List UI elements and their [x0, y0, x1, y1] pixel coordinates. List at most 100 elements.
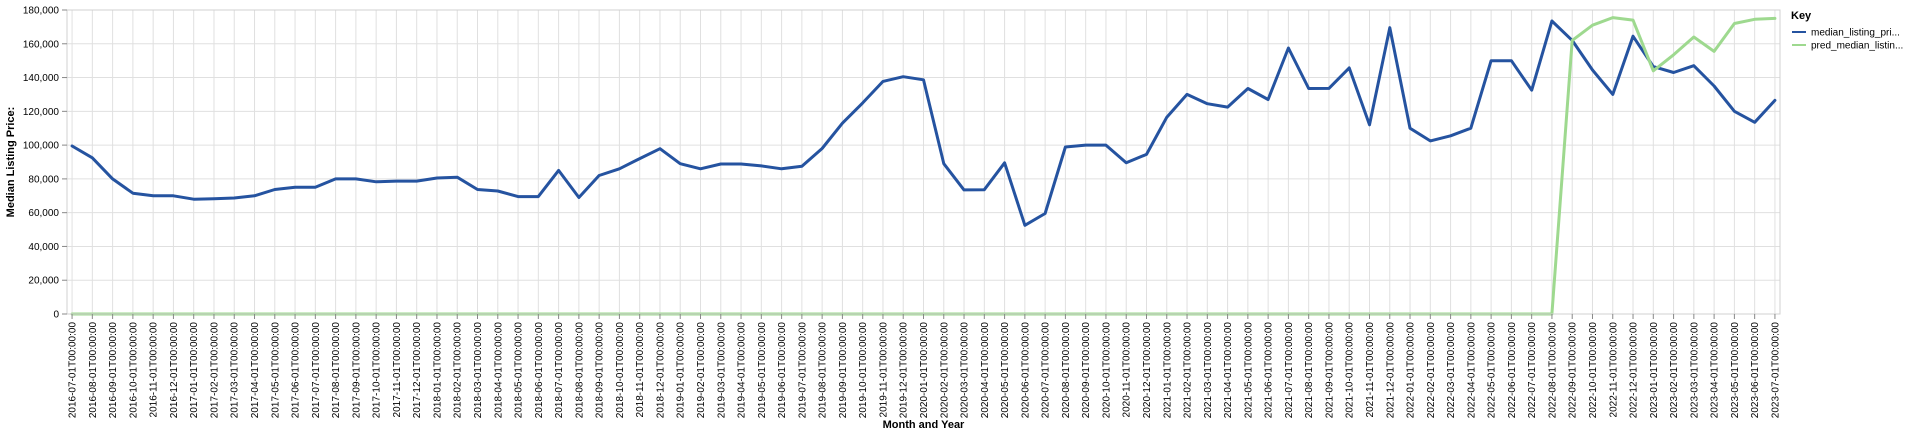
x-tick-label: 2021-03-01T00:00:00	[1203, 322, 1214, 419]
x-tick-label: 2017-01-01T00:00:00	[189, 322, 200, 419]
x-tick-label: 2018-11-01T00:00:00	[635, 322, 646, 418]
x-tick-label: 2022-08-01T00:00:00	[1547, 322, 1558, 419]
x-tick-label: 2018-04-01T00:00:00	[493, 322, 504, 419]
x-tick-label: 2018-06-01T00:00:00	[534, 322, 545, 419]
y-tick-label: 0	[53, 310, 59, 321]
x-tick-label: 2021-09-01T00:00:00	[1324, 322, 1335, 419]
x-tick-label: 2022-09-01T00:00:00	[1568, 322, 1579, 419]
y-tick-label: 180,000	[23, 6, 60, 17]
x-tick-label: 2022-06-01T00:00:00	[1507, 322, 1518, 419]
x-tick-label: 2017-08-01T00:00:00	[331, 322, 342, 419]
x-tick-label: 2017-05-01T00:00:00	[270, 322, 281, 419]
x-tick-label: 2017-04-01T00:00:00	[250, 322, 261, 419]
x-tick-label: 2023-04-01T00:00:00	[1710, 322, 1721, 419]
y-axis-ticks: 0 20,000 40,000 60,000 80,000 100,000 120,000 1…	[23, 6, 67, 321]
x-tick-label: 2023-06-01T00:00:00	[1750, 322, 1761, 419]
x-tick-label: 2021-07-01T00:00:00	[1284, 322, 1295, 419]
x-tick-label: 2019-02-01T00:00:00	[696, 322, 707, 419]
x-tick-label: 2020-06-01T00:00:00	[1020, 322, 1031, 419]
x-tick-label: 2020-04-01T00:00:00	[980, 322, 991, 419]
x-tick-label: 2019-12-01T00:00:00	[899, 322, 910, 419]
x-tick-label: 2023-02-01T00:00:00	[1669, 322, 1680, 419]
x-tick-label: 2018-07-01T00:00:00	[554, 322, 565, 419]
x-tick-label: 2020-10-01T00:00:00	[1101, 322, 1112, 419]
x-tick-label: 2019-04-01T00:00:00	[737, 322, 748, 419]
x-tick-label: 2016-11-01T00:00:00	[149, 322, 160, 418]
x-tick-label: 2019-11-01T00:00:00	[878, 322, 889, 418]
x-tick-label: 2016-09-01T00:00:00	[108, 322, 119, 419]
y-tick-label: 60,000	[28, 208, 59, 219]
x-tick-label: 2021-12-01T00:00:00	[1385, 322, 1396, 419]
x-tick-label: 2018-05-01T00:00:00	[514, 322, 525, 419]
series-line-0	[70, 19, 1777, 227]
legend-label: pred_median_listin...	[1811, 41, 1903, 52]
x-tick-label: 2018-09-01T00:00:00	[595, 322, 606, 419]
x-axis-ticks: 2016-07-01T00:00:00 2016-08-01T00:00:00 20…	[68, 314, 1781, 419]
x-tick-label: 2023-03-01T00:00:00	[1689, 322, 1700, 419]
y-tick-label: 40,000	[28, 242, 59, 253]
x-tick-label: 2020-02-01T00:00:00	[939, 322, 950, 419]
x-tick-label: 2016-10-01T00:00:00	[128, 322, 139, 419]
x-tick-label: 2017-12-01T00:00:00	[412, 322, 423, 419]
x-tick-label: 2021-04-01T00:00:00	[1223, 322, 1234, 419]
x-tick-label: 2023-05-01T00:00:00	[1730, 322, 1741, 419]
x-tick-label: 2017-10-01T00:00:00	[372, 322, 383, 419]
x-tick-label: 2018-12-01T00:00:00	[655, 322, 666, 419]
x-tick-label: 2020-03-01T00:00:00	[960, 322, 971, 419]
x-tick-label: 2022-04-01T00:00:00	[1466, 322, 1477, 419]
y-axis-title: Median Listing Price:	[5, 107, 17, 218]
x-tick-label: 2019-05-01T00:00:00	[757, 322, 768, 419]
x-tick-label: 2023-01-01T00:00:00	[1649, 322, 1660, 419]
legend-items: median_listing_pri... pred_median_listin.…	[1792, 28, 1903, 52]
x-tick-label: 2017-09-01T00:00:00	[351, 322, 362, 419]
x-tick-label: 2019-08-01T00:00:00	[818, 322, 829, 419]
x-tick-label: 2021-02-01T00:00:00	[1183, 322, 1194, 419]
x-tick-label: 2022-01-01T00:00:00	[1406, 322, 1417, 419]
x-tick-label: 2017-07-01T00:00:00	[311, 322, 322, 419]
x-tick-label: 2020-09-01T00:00:00	[1081, 322, 1092, 419]
x-tick-label: 2022-11-01T00:00:00	[1608, 322, 1619, 418]
x-tick-label: 2016-12-01T00:00:00	[169, 322, 180, 419]
x-tick-label: 2022-03-01T00:00:00	[1446, 322, 1457, 419]
x-tick-label: 2019-09-01T00:00:00	[838, 322, 849, 419]
x-tick-label: 2016-08-01T00:00:00	[88, 322, 99, 419]
x-tick-label: 2018-08-01T00:00:00	[574, 322, 585, 419]
x-tick-label: 2021-08-01T00:00:00	[1304, 322, 1315, 419]
x-tick-label: 2018-10-01T00:00:00	[615, 322, 626, 419]
x-tick-label: 2017-11-01T00:00:00	[392, 322, 403, 418]
x-tick-label: 2021-10-01T00:00:00	[1345, 322, 1356, 419]
x-tick-label: 2019-06-01T00:00:00	[777, 322, 788, 419]
x-tick-label: 2022-07-01T00:00:00	[1527, 322, 1538, 419]
x-tick-label: 2021-05-01T00:00:00	[1243, 322, 1254, 419]
y-tick-label: 100,000	[23, 141, 60, 152]
x-tick-label: 2018-03-01T00:00:00	[473, 322, 484, 419]
x-axis-title: Month and Year	[883, 419, 965, 431]
x-tick-label: 2017-06-01T00:00:00	[291, 322, 302, 419]
x-tick-label: 2017-03-01T00:00:00	[230, 322, 241, 419]
y-tick-label: 160,000	[23, 39, 60, 50]
x-tick-label: 2021-01-01T00:00:00	[1162, 322, 1173, 419]
x-tick-label: 2020-11-01T00:00:00	[1122, 322, 1133, 418]
x-tick-label: 2019-07-01T00:00:00	[797, 322, 808, 419]
x-tick-label: 2021-06-01T00:00:00	[1264, 322, 1275, 419]
x-tick-label: 2018-01-01T00:00:00	[432, 322, 443, 419]
legend-label: median_listing_pri...	[1811, 28, 1900, 39]
x-tick-label: 2019-01-01T00:00:00	[676, 322, 687, 419]
x-tick-label: 2022-05-01T00:00:00	[1487, 322, 1498, 419]
y-tick-label: 140,000	[23, 73, 60, 84]
legend-title: Key	[1791, 10, 1812, 22]
x-tick-label: 2022-12-01T00:00:00	[1629, 322, 1640, 419]
x-tick-label: 2020-08-01T00:00:00	[1061, 322, 1072, 419]
x-tick-label: 2022-02-01T00:00:00	[1426, 322, 1437, 419]
x-tick-label: 2017-02-01T00:00:00	[209, 322, 220, 419]
y-tick-label: 20,000	[28, 276, 59, 287]
x-tick-label: 2019-10-01T00:00:00	[858, 322, 869, 419]
x-tick-label: 2022-10-01T00:00:00	[1588, 322, 1599, 419]
x-tick-label: 2016-07-01T00:00:00	[68, 322, 79, 419]
x-tick-label: 2023-07-01T00:00:00	[1770, 322, 1781, 419]
x-tick-label: 2020-01-01T00:00:00	[919, 322, 930, 419]
x-tick-label: 2020-07-01T00:00:00	[1041, 322, 1052, 419]
legend: Key median_listing_pri... pred_median_lis…	[1791, 10, 1903, 52]
x-gridlines	[71, 10, 1776, 314]
